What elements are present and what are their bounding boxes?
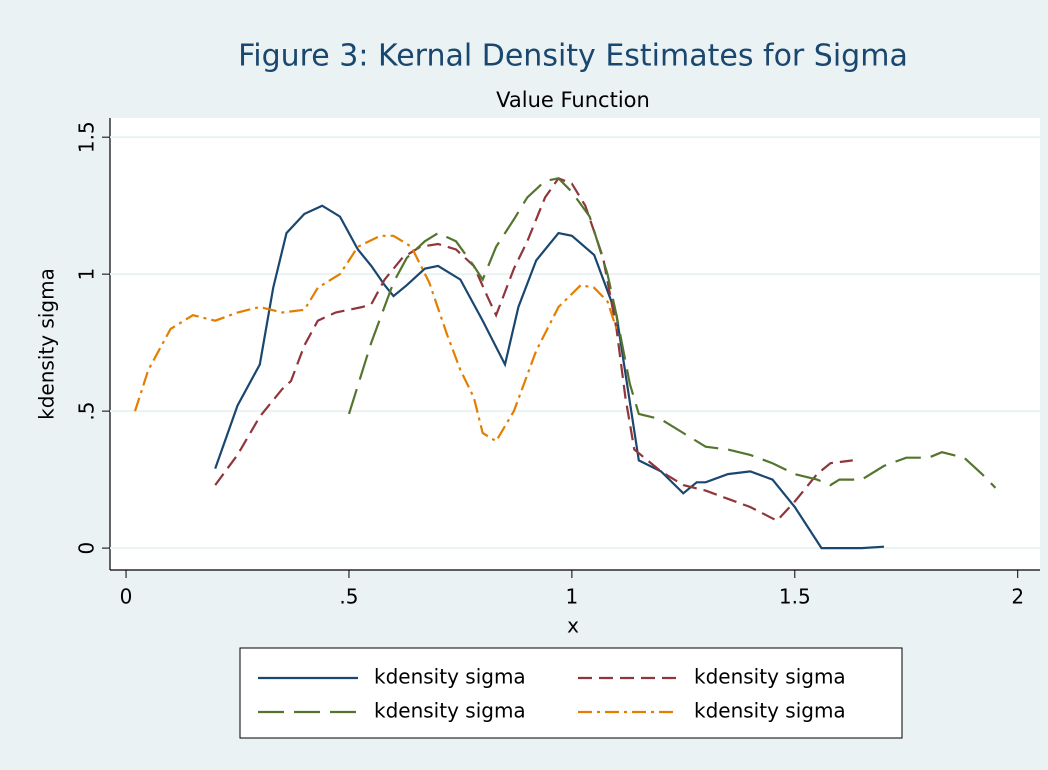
chart-subtitle: Value Function	[496, 88, 650, 112]
x-tick-label: 2	[1011, 585, 1024, 609]
series-line	[214, 204, 885, 550]
legend-label: kdensity sigma	[694, 665, 846, 689]
legend-label: kdensity sigma	[374, 699, 526, 723]
x-axis-label: x	[567, 614, 579, 638]
chart-title: Figure 3: Kernal Density Estimates for S…	[238, 39, 908, 74]
series-line	[347, 177, 997, 489]
series-line	[214, 176, 853, 523]
x-tick-label: 1	[566, 585, 579, 609]
x-tick-label: 0	[120, 585, 133, 609]
y-tick-label: .5	[75, 402, 99, 421]
y-axis-label: kdensity sigma	[35, 268, 59, 420]
y-tick-label: 1	[75, 268, 99, 281]
x-tick-label: .5	[339, 585, 358, 609]
plot-area	[110, 118, 1040, 570]
legend-label: kdensity sigma	[694, 699, 846, 723]
y-tick-label: 0	[75, 542, 99, 555]
y-tick-label: 1.5	[75, 121, 99, 153]
x-tick-label: 1.5	[779, 585, 811, 609]
legend-label: kdensity sigma	[374, 665, 526, 689]
series-line	[133, 234, 618, 443]
legend	[239, 647, 903, 739]
